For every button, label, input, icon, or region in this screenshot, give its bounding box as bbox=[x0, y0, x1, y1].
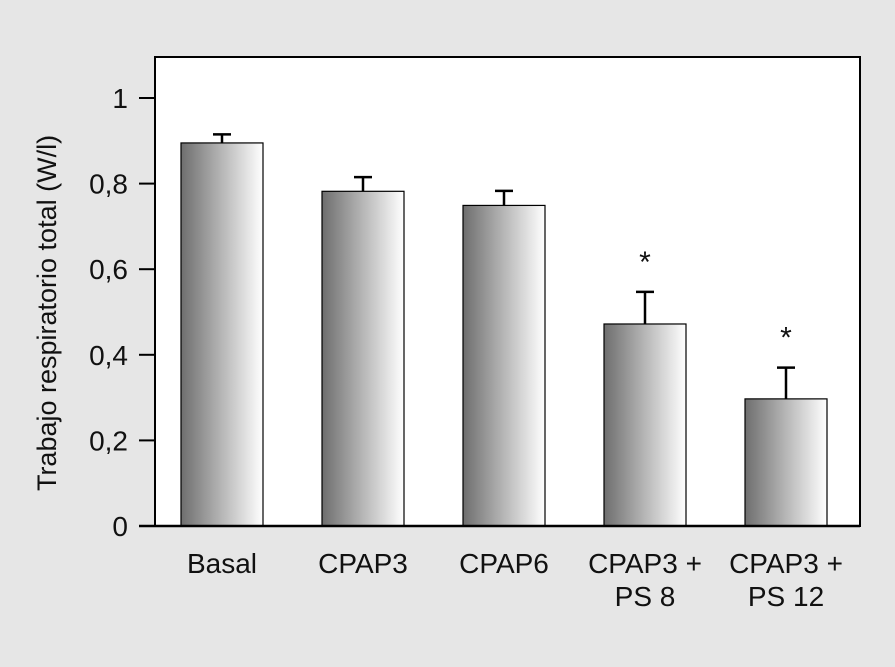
bars: ** bbox=[139, 133, 860, 528]
x-tick-label: PS 12 bbox=[748, 581, 824, 612]
bar bbox=[180, 142, 264, 527]
y-tick-label: 0,2 bbox=[89, 425, 128, 456]
significance-marker: * bbox=[780, 322, 792, 355]
bar bbox=[603, 323, 687, 527]
y-tick-label: 1 bbox=[112, 83, 128, 114]
bar bbox=[462, 204, 546, 527]
x-tick-label: CPAP6 bbox=[459, 548, 549, 579]
x-tick-label: CPAP3 + bbox=[729, 548, 843, 579]
y-axis-ticks: 0 0,2 0,4 0,6 0,8 1 bbox=[89, 83, 155, 542]
y-axis-label: Trabajo respiratorio total (W/l) bbox=[32, 135, 62, 491]
significance-marker: * bbox=[639, 246, 651, 279]
y-tick-label: 0,4 bbox=[89, 340, 128, 371]
x-tick-label: CPAP3 bbox=[318, 548, 408, 579]
bar bbox=[321, 190, 405, 527]
bar bbox=[744, 398, 828, 527]
y-tick-label: 0,6 bbox=[89, 254, 128, 285]
x-tick-label: Basal bbox=[187, 548, 257, 579]
y-tick-label: 0,8 bbox=[89, 169, 128, 200]
y-tick-label: 0 bbox=[112, 511, 128, 542]
x-tick-label: PS 8 bbox=[615, 581, 676, 612]
x-tick-label: CPAP3 + bbox=[588, 548, 702, 579]
